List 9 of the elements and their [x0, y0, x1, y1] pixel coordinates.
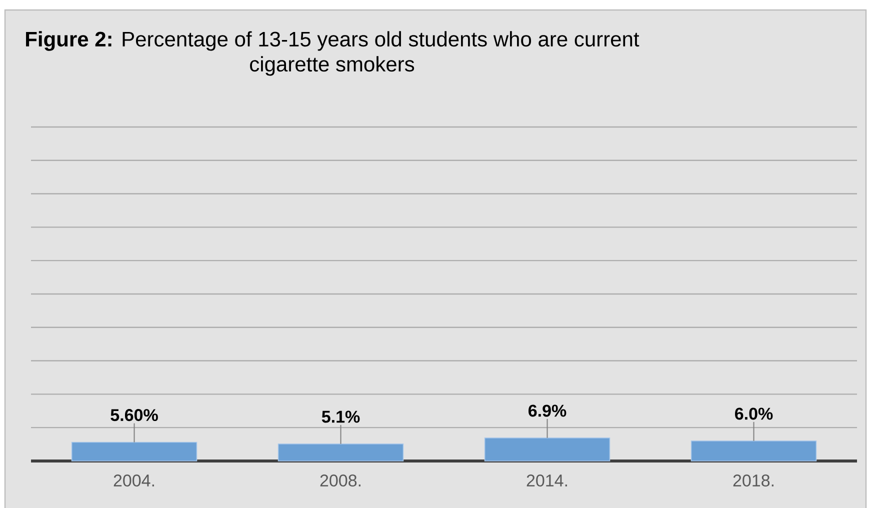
data-label: 6.9% [528, 404, 566, 417]
data-label: 5.1% [322, 410, 360, 423]
x-tick-label: 2008. [320, 474, 360, 487]
x-tick-label: 2014. [526, 474, 567, 487]
x-tick-label: 2018. [733, 474, 774, 487]
chart-title: Figure 2: Percentage of 13-15 years old students who are current cigarette smokers [26, 31, 640, 76]
x-tick-label: 2004. [114, 474, 154, 487]
data-label: 6.0% [735, 408, 773, 420]
data-label: 5.60% [110, 409, 158, 422]
